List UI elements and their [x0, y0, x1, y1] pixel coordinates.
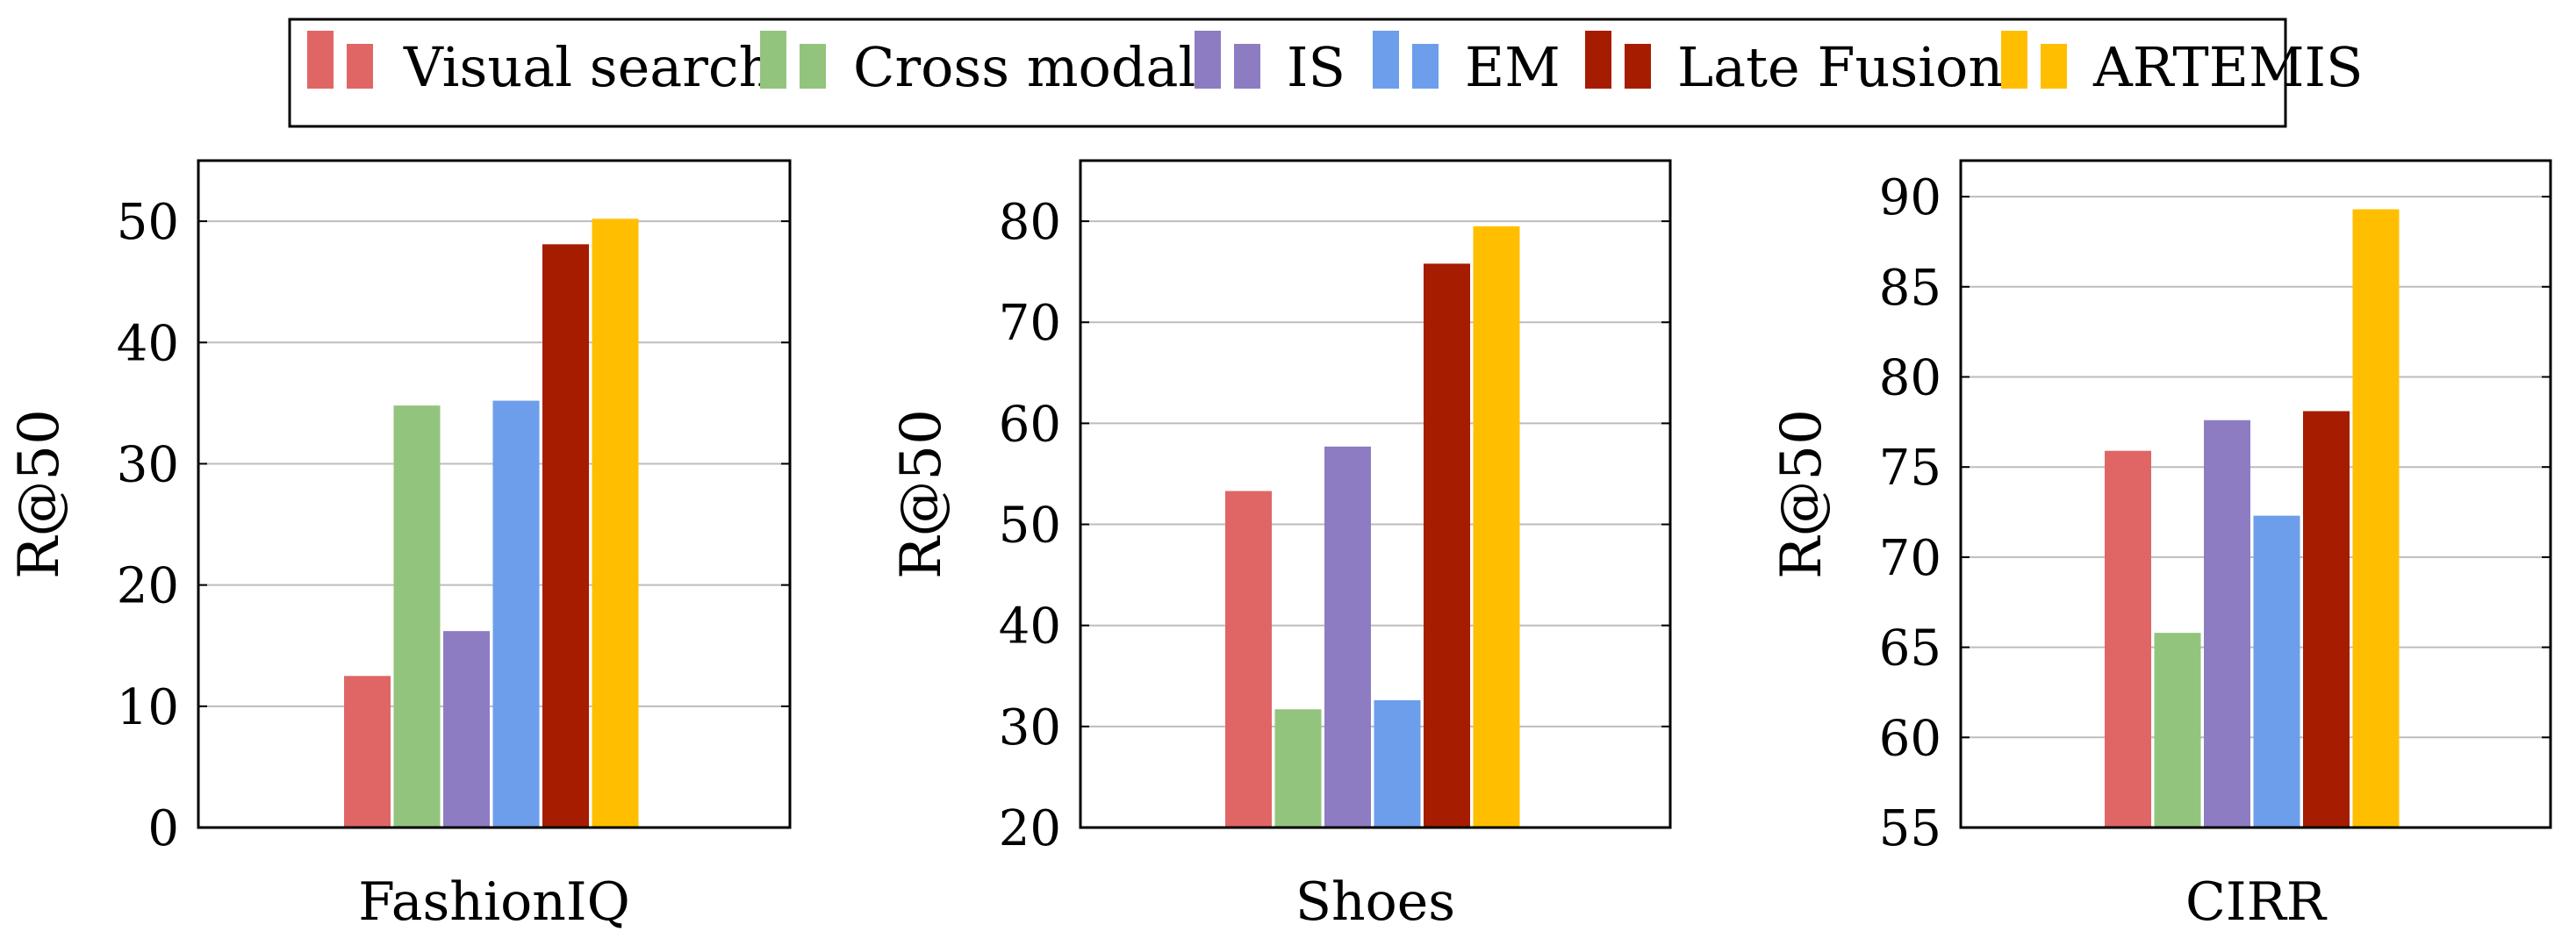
legend-item: IS: [1195, 31, 1345, 99]
plot-frame: [1959, 159, 2552, 829]
chart-panel-fashioniq: 0 10 20 30 40 50 FashionIQ R@50: [7, 159, 792, 933]
x-axis-label: FashionIQ: [358, 871, 630, 933]
legend-swatch: [2001, 31, 2027, 89]
bar-fashioniq-2: [393, 405, 441, 828]
legend-swatch: [347, 44, 373, 89]
legend-item: ARTEMIS: [2001, 31, 2363, 99]
legend-swatch: [1585, 31, 1611, 89]
legend-label: IS: [1287, 35, 1345, 99]
y-tick-label: 30: [999, 699, 1061, 756]
y-tick-label: 20: [999, 800, 1061, 857]
y-tick-label: 60: [1879, 710, 1941, 767]
y-tick-label: 20: [117, 558, 179, 615]
y-tick-label: 70: [999, 295, 1061, 352]
plot-frame: [197, 159, 792, 829]
chart-panels: 0 10 20 30 40 50 FashionIQ R@50 20 30 40 50 60 70 80 Sh…: [7, 159, 2552, 933]
y-axis-label: R@50: [889, 409, 954, 579]
y-tick-label: 80: [999, 194, 1061, 251]
legend-label: Visual search: [403, 35, 774, 99]
legend-swatch: [800, 44, 826, 89]
y-tick-label: 55: [1879, 800, 1941, 857]
legend-swatch: [1234, 44, 1260, 89]
y-tick-label: 90: [1879, 169, 1941, 226]
bar-cirr-3: [2204, 419, 2250, 828]
y-tick-label: 40: [999, 598, 1061, 656]
bar-fashioniq-4: [492, 400, 540, 828]
legend-item: Late Fusion: [1585, 31, 2003, 99]
bar-fashioniq-3: [443, 631, 490, 828]
legend-swatch: [1625, 44, 1651, 89]
legend-label: Cross modal: [853, 35, 1195, 99]
legend-swatch: [1373, 31, 1399, 89]
y-axis-label: R@50: [1769, 409, 1834, 579]
legend-label: Late Fusion: [1677, 35, 2003, 99]
bar-shoes-1: [1225, 491, 1272, 828]
legend-swatch: [307, 31, 334, 89]
y-tick-label: 75: [1879, 440, 1941, 497]
y-tick-label: 60: [999, 396, 1061, 453]
y-tick-label: 50: [999, 498, 1061, 555]
legend: Visual search Cross modal IS EM Late Fusion A…: [288, 18, 2363, 128]
y-axis-label: R@50: [7, 409, 72, 579]
y-tick-label: 65: [1879, 620, 1941, 677]
y-tick-label: 0: [147, 800, 179, 857]
bar-cirr-4: [2253, 515, 2300, 828]
plot-frame: [1079, 159, 1672, 829]
legend-item: Cross modal: [760, 31, 1195, 99]
bar-shoes-2: [1274, 709, 1322, 828]
y-tick-label: 80: [1879, 349, 1941, 406]
bar-shoes-4: [1374, 699, 1421, 828]
legend-item: Visual search: [307, 31, 774, 99]
y-tick-label: 30: [117, 436, 179, 493]
chart-panel-cirr: 55 60 65 70 75 80 85 90 CIRR R@50: [1769, 159, 2552, 933]
legend-swatch: [2041, 44, 2067, 89]
x-axis-label: Shoes: [1295, 871, 1455, 933]
bar-cirr-5: [2303, 411, 2350, 828]
bar-cirr-1: [2105, 450, 2151, 828]
bar-fashioniq-5: [542, 244, 589, 828]
bar-fashioniq-6: [592, 219, 639, 828]
y-tick-label: 85: [1879, 260, 1941, 317]
bar-cirr-2: [2154, 633, 2201, 828]
legend-swatch: [1195, 31, 1221, 89]
legend-item: EM: [1373, 31, 1561, 99]
legend-label: ARTEMIS: [2092, 35, 2363, 99]
bar-cirr-6: [2352, 209, 2400, 828]
legend-swatch: [760, 31, 786, 89]
bar-fashioniq-1: [344, 676, 391, 828]
y-tick-label: 70: [1879, 530, 1941, 587]
legend-label: EM: [1465, 35, 1561, 99]
legend-swatch: [1412, 44, 1439, 89]
chart-panel-shoes: 20 30 40 50 60 70 80 Shoes R@50: [889, 159, 1672, 933]
bar-shoes-5: [1424, 263, 1470, 828]
legend-box: [288, 18, 2287, 128]
bar-shoes-6: [1473, 226, 1520, 828]
y-tick-label: 40: [117, 315, 179, 372]
x-axis-label: CIRR: [2185, 871, 2328, 933]
y-tick-label: 50: [117, 194, 179, 251]
y-tick-label: 10: [117, 679, 179, 736]
bar-shoes-3: [1324, 446, 1371, 828]
